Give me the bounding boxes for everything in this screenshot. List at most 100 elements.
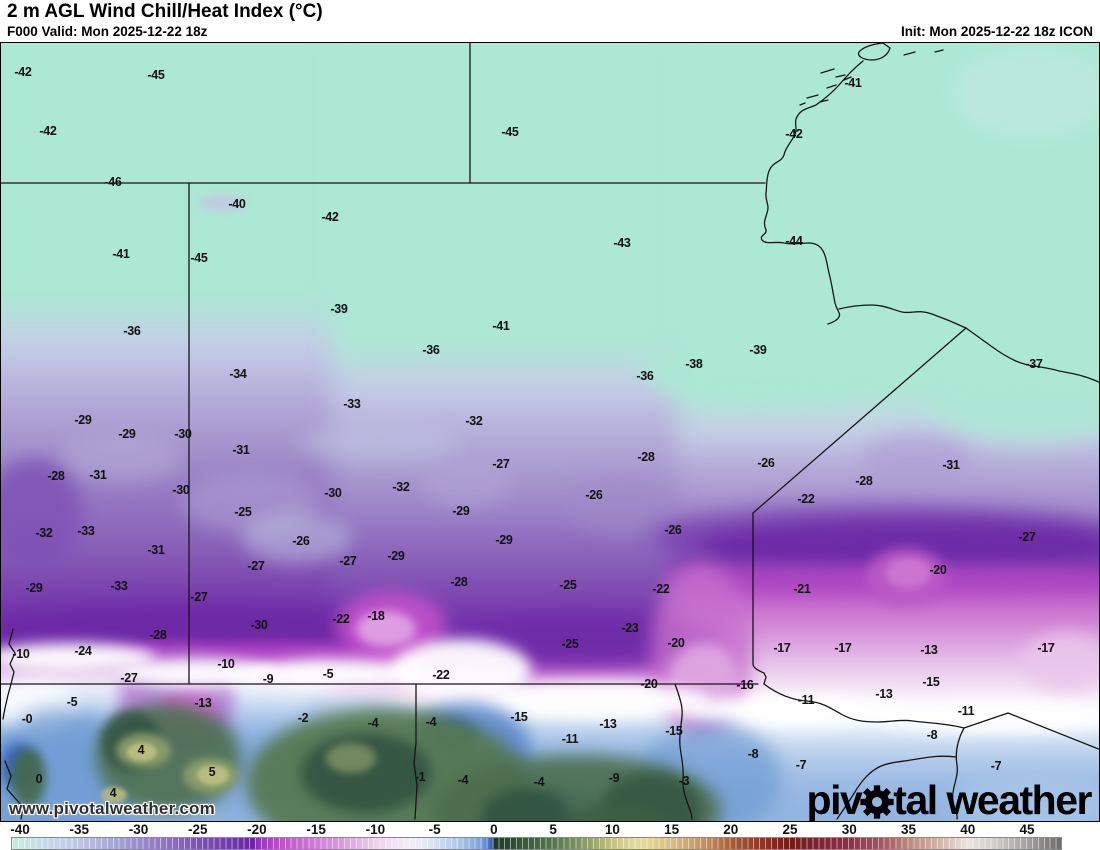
color-scale-tick: 40 bbox=[960, 822, 976, 837]
color-scale: -40 -35 -30 -25 -20 -15 -10 -5 0 5 10 15 20 25 30 35 40 4… bbox=[0, 822, 1100, 850]
contour-shade bbox=[241, 513, 351, 563]
station-value: -46 bbox=[104, 175, 122, 189]
station-value: -25 bbox=[561, 637, 579, 651]
station-value: -13 bbox=[194, 696, 212, 710]
state-borders-and-rivers bbox=[1, 43, 1099, 820]
station-value: -30 bbox=[172, 483, 190, 497]
station-value: -32 bbox=[35, 526, 53, 540]
station-value: -29 bbox=[495, 533, 513, 547]
station-value: -20 bbox=[667, 636, 685, 650]
color-scale-tick: 0 bbox=[490, 822, 498, 837]
station-value: -33 bbox=[343, 397, 361, 411]
station-value: -21 bbox=[793, 582, 811, 596]
station-value: -41 bbox=[844, 76, 862, 90]
map-title: 2 m AGL Wind Chill/Heat Index (°C) bbox=[7, 1, 323, 22]
station-value: -4 bbox=[533, 775, 545, 789]
color-scale-tick: -35 bbox=[69, 822, 89, 837]
station-value: -4 bbox=[425, 715, 437, 729]
station-value: -32 bbox=[465, 414, 483, 428]
station-value: 5 bbox=[208, 765, 216, 779]
station-value: -1 bbox=[414, 770, 426, 784]
station-value: -27 bbox=[339, 554, 357, 568]
station-value: -34 bbox=[229, 367, 247, 381]
station-value: -39 bbox=[330, 302, 348, 316]
station-value: -29 bbox=[452, 504, 470, 518]
station-value: -10 bbox=[217, 657, 235, 671]
weather-map[interactable]: -42 -45 -42 -45 -41 -42 -46 -40 -42 -43 -44 -41 -45-… bbox=[0, 42, 1100, 822]
station-value: -26 bbox=[664, 523, 682, 537]
contour-shade bbox=[127, 743, 157, 761]
station-value: -0 bbox=[21, 712, 33, 726]
station-value: -28 bbox=[47, 469, 65, 483]
station-value: -17 bbox=[773, 641, 791, 655]
station-value: -20 bbox=[640, 677, 658, 691]
station-value: -22 bbox=[332, 612, 350, 626]
station-value: -31 bbox=[147, 543, 165, 557]
model-init-time: Init: Mon 2025-12-22 18z ICON bbox=[900, 24, 1093, 39]
station-value: -37 bbox=[1025, 357, 1043, 371]
station-value: 0 bbox=[35, 772, 43, 786]
contour-shade bbox=[326, 743, 376, 773]
contour-shade bbox=[871, 701, 1099, 733]
station-value: -26 bbox=[585, 488, 603, 502]
station-value: -42 bbox=[39, 124, 57, 138]
station-value: -29 bbox=[25, 581, 43, 595]
station-value: -27 bbox=[190, 590, 208, 604]
station-value: -28 bbox=[855, 474, 873, 488]
color-scale-tick: 10 bbox=[604, 822, 620, 837]
station-value: -26 bbox=[757, 456, 775, 470]
station-value: -30 bbox=[324, 486, 342, 500]
station-value: -7 bbox=[990, 759, 1002, 773]
color-scale-tick: -20 bbox=[247, 822, 267, 837]
station-value: -45 bbox=[190, 251, 208, 265]
station-value: -23 bbox=[621, 621, 639, 635]
station-value: -15 bbox=[665, 724, 683, 738]
contour-shade bbox=[11, 748, 46, 808]
station-value: -13 bbox=[920, 643, 938, 657]
station-value: -8 bbox=[926, 728, 938, 742]
station-value: -45 bbox=[147, 68, 165, 82]
gear-icon bbox=[860, 784, 894, 819]
station-value: -5 bbox=[322, 667, 334, 681]
color-scale-tick: -30 bbox=[128, 822, 149, 837]
station-value: -28 bbox=[637, 450, 655, 464]
contour-shade bbox=[931, 368, 1099, 443]
contour-shade bbox=[886, 558, 931, 588]
station-value: -42 bbox=[321, 210, 339, 224]
contour-shade bbox=[301, 423, 461, 463]
station-value: 4 bbox=[137, 743, 145, 757]
station-value: -44 bbox=[785, 234, 803, 248]
station-value: -27 bbox=[120, 671, 138, 685]
pivotal-weather-logo: piv tal weather bbox=[807, 780, 1093, 821]
station-value: -36 bbox=[636, 369, 654, 383]
color-scale-tick: 15 bbox=[664, 822, 680, 837]
station-value: -33 bbox=[110, 579, 128, 593]
contour-shade bbox=[641, 338, 871, 403]
contour-shade bbox=[421, 458, 511, 508]
station-value: -10 bbox=[12, 647, 30, 661]
color-scale-tick: -40 bbox=[10, 822, 30, 837]
station-value: -38 bbox=[685, 357, 703, 371]
contour-shade bbox=[356, 611, 416, 647]
station-value: -11 bbox=[797, 693, 815, 707]
station-value: -36 bbox=[422, 343, 440, 357]
color-scale-tick: 35 bbox=[901, 822, 917, 837]
station-value: -15 bbox=[510, 710, 528, 724]
station-value: -7 bbox=[795, 758, 807, 772]
station-value: 4 bbox=[109, 786, 117, 800]
station-value: -17 bbox=[1037, 641, 1055, 655]
station-value: -2 bbox=[297, 711, 309, 725]
station-value: -31 bbox=[89, 468, 107, 482]
station-value: -29 bbox=[74, 413, 92, 427]
station-value: -17 bbox=[834, 641, 852, 655]
contour-shade bbox=[951, 48, 1099, 138]
color-scale-tick: 25 bbox=[782, 822, 798, 837]
station-value: -39 bbox=[749, 343, 767, 357]
station-value: -42 bbox=[785, 127, 803, 141]
color-scale-bar bbox=[12, 838, 1061, 849]
color-scale-tick: -15 bbox=[306, 822, 326, 837]
contour-shade bbox=[481, 683, 711, 719]
station-value: -18 bbox=[367, 609, 385, 623]
station-value: -11 bbox=[957, 704, 975, 718]
station-value: -45 bbox=[501, 125, 519, 139]
